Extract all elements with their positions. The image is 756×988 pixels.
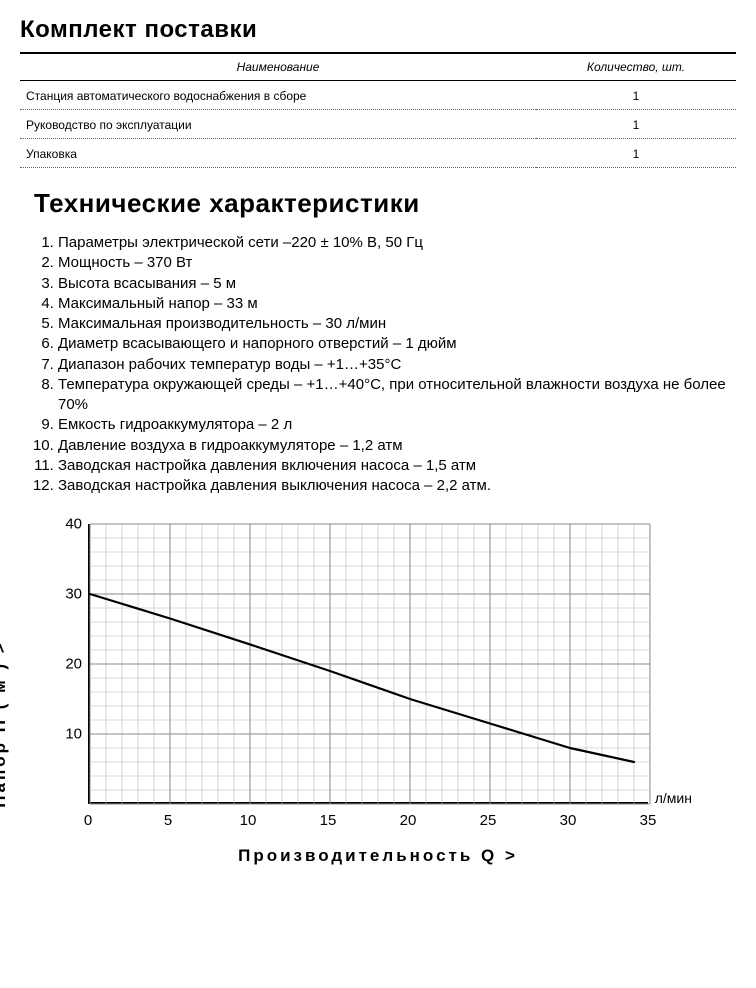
delivery-cell-qty: 1: [536, 139, 736, 168]
y-tick-label: 10: [65, 726, 82, 743]
spec-item: Емкость гидроаккумулятора – 2 л: [58, 415, 736, 435]
delivery-title: Комплект поставки: [20, 16, 736, 44]
chart-x-label: Производительность Q >: [28, 846, 728, 866]
y-tick-label: 20: [65, 656, 82, 673]
delivery-cell-qty: 1: [536, 110, 736, 139]
performance-chart: Напор H ( м ) > л/мин Производительность…: [28, 524, 728, 924]
spec-item: Температура окружающей среды – +1…+40°С,…: [58, 375, 736, 416]
chart-svg: [90, 524, 650, 804]
table-row: Руководство по эксплуатации1: [20, 110, 736, 139]
x-tick-label: 25: [480, 812, 497, 829]
spec-item: Мощность – 370 Вт: [58, 253, 736, 273]
spec-item: Заводская настройка давления выключения …: [58, 476, 736, 496]
delivery-col-qty: Количество, шт.: [536, 53, 736, 81]
table-row: Станция автоматического водоснабжения в …: [20, 81, 736, 110]
y-tick-label: 40: [65, 516, 82, 533]
delivery-cell-qty: 1: [536, 81, 736, 110]
spec-item: Диапазон рабочих температур воды – +1…+3…: [58, 355, 736, 375]
y-tick-label: 30: [65, 586, 82, 603]
spec-item: Высота всасывания – 5 м: [58, 274, 736, 294]
specs-list: Параметры электрической сети –220 ± 10% …: [36, 233, 736, 496]
x-tick-label: 35: [640, 812, 657, 829]
delivery-col-name: Наименование: [20, 53, 536, 81]
delivery-cell-name: Станция автоматического водоснабжения в …: [20, 81, 536, 110]
delivery-table: Наименование Количество, шт. Станция авт…: [20, 52, 736, 168]
x-tick-label: 20: [400, 812, 417, 829]
spec-item: Максимальная производительность – 30 л/м…: [58, 314, 736, 334]
table-row: Упаковка1: [20, 139, 736, 168]
x-tick-label: 10: [240, 812, 257, 829]
spec-item: Диаметр всасывающего и напорного отверст…: [58, 334, 736, 354]
x-tick-label: 15: [320, 812, 337, 829]
delivery-cell-name: Руководство по эксплуатации: [20, 110, 536, 139]
delivery-cell-name: Упаковка: [20, 139, 536, 168]
spec-item: Параметры электрической сети –220 ± 10% …: [58, 233, 736, 253]
x-tick-label: 30: [560, 812, 577, 829]
chart-plot-area: л/мин: [88, 524, 648, 804]
spec-item: Максимальный напор – 33 м: [58, 294, 736, 314]
spec-item: Заводская настройка давления включения н…: [58, 456, 736, 476]
chart-x-unit: л/мин: [655, 790, 692, 806]
spec-item: Давление воздуха в гидроаккумуляторе – 1…: [58, 436, 736, 456]
chart-y-label: Напор H ( м ) >: [0, 641, 10, 809]
x-tick-label: 0: [84, 812, 92, 829]
x-tick-label: 5: [164, 812, 172, 829]
specs-title: Технические характеристики: [34, 188, 736, 219]
